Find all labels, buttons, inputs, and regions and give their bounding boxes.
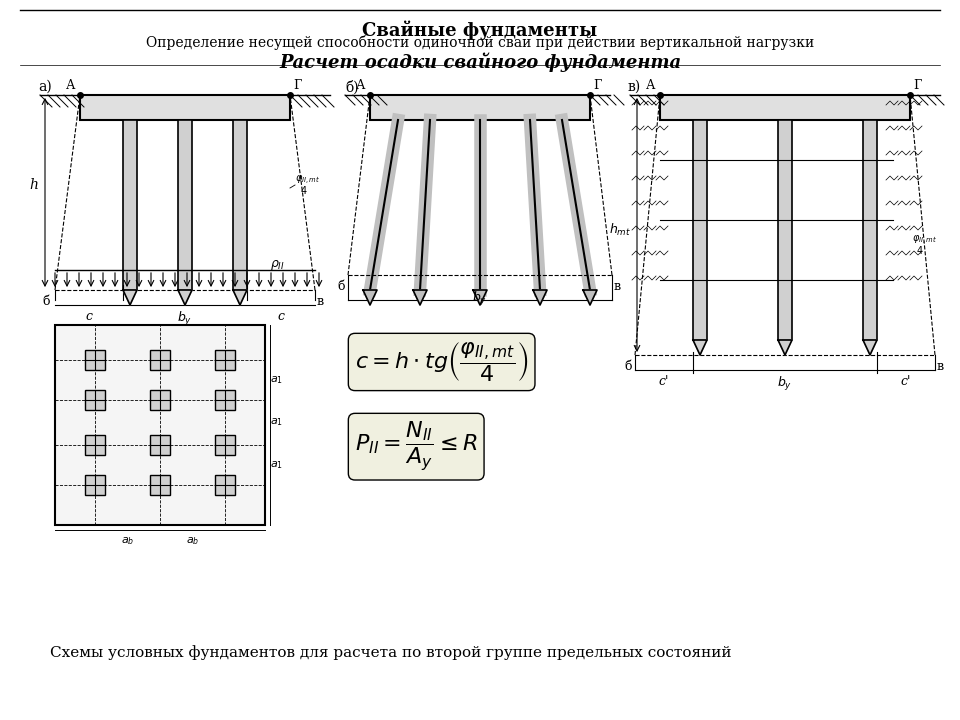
Bar xyxy=(660,95,910,120)
Bar xyxy=(778,120,792,340)
Bar xyxy=(85,475,105,495)
Bar xyxy=(215,435,235,455)
Bar xyxy=(123,120,137,290)
Text: $a_b$: $a_b$ xyxy=(186,535,199,546)
Text: $b_y$: $b_y$ xyxy=(472,290,488,308)
Text: Г: Г xyxy=(913,79,922,92)
Bar xyxy=(215,350,235,370)
Polygon shape xyxy=(123,290,137,305)
Text: c': c' xyxy=(900,375,911,388)
Bar xyxy=(85,350,105,370)
Polygon shape xyxy=(583,290,597,305)
Bar xyxy=(150,435,170,455)
Text: в: в xyxy=(317,295,324,308)
Text: $h_{mt}$: $h_{mt}$ xyxy=(609,222,631,238)
Text: б): б) xyxy=(345,80,359,94)
Text: $b_y$: $b_y$ xyxy=(178,310,193,328)
Polygon shape xyxy=(778,340,792,355)
Text: c': c' xyxy=(659,375,669,388)
Text: в: в xyxy=(614,280,621,293)
Text: в): в) xyxy=(628,80,641,94)
Text: Г: Г xyxy=(593,79,601,92)
Polygon shape xyxy=(178,290,192,305)
Text: $a_1$: $a_1$ xyxy=(270,374,283,386)
Text: Определение несущей способности одиночной сваи при действии вертикальной нагрузк: Определение несущей способности одиночно… xyxy=(146,35,814,50)
Text: c: c xyxy=(277,310,284,323)
Text: $\rho_{II}$: $\rho_{II}$ xyxy=(270,258,285,272)
Polygon shape xyxy=(363,290,377,305)
Bar xyxy=(863,120,877,340)
Polygon shape xyxy=(413,290,427,305)
Text: $\varphi_{II,mt}$: $\varphi_{II,mt}$ xyxy=(295,174,321,186)
Text: Г: Г xyxy=(293,79,301,92)
Text: Схемы условных фундаментов для расчета по второй группе предельных состояний: Схемы условных фундаментов для расчета п… xyxy=(50,645,732,660)
Bar xyxy=(150,350,170,370)
Text: $a_1$: $a_1$ xyxy=(270,459,283,471)
Polygon shape xyxy=(693,340,707,355)
Bar xyxy=(215,475,235,495)
Bar xyxy=(370,95,590,120)
Text: c: c xyxy=(85,310,92,323)
Text: $a_1$: $a_1$ xyxy=(270,417,283,428)
Text: $4$: $4$ xyxy=(916,244,924,256)
Bar xyxy=(693,120,707,340)
Bar xyxy=(215,390,235,410)
Text: $a_b$: $a_b$ xyxy=(121,535,134,546)
Bar xyxy=(178,120,192,290)
Bar xyxy=(85,390,105,410)
Text: б: б xyxy=(338,280,345,293)
Bar xyxy=(80,95,290,120)
Text: Расчет осадки свайного фундамента: Расчет осадки свайного фундамента xyxy=(279,52,681,71)
Bar xyxy=(150,390,170,410)
Text: $P_{II} = \dfrac{N_{II}}{A_y} \leq R$: $P_{II} = \dfrac{N_{II}}{A_y} \leq R$ xyxy=(355,420,477,473)
Text: $4$: $4$ xyxy=(300,184,307,196)
Bar xyxy=(233,120,247,290)
Text: $\varphi_{II,mt}$: $\varphi_{II,mt}$ xyxy=(912,233,938,246)
Text: в: в xyxy=(937,360,944,373)
Text: А: А xyxy=(65,79,75,92)
Text: б: б xyxy=(42,295,50,308)
Bar xyxy=(55,325,265,525)
Polygon shape xyxy=(233,290,247,305)
Polygon shape xyxy=(533,290,547,305)
Text: А: А xyxy=(645,79,655,92)
Text: б: б xyxy=(625,360,632,373)
Polygon shape xyxy=(863,340,877,355)
Bar xyxy=(150,475,170,495)
Text: $b_y$: $b_y$ xyxy=(778,375,793,393)
Text: А: А xyxy=(355,79,365,92)
Text: h: h xyxy=(29,178,38,192)
Text: а): а) xyxy=(38,80,52,94)
Bar xyxy=(85,435,105,455)
Polygon shape xyxy=(473,290,487,305)
Text: $c = h \cdot tg\left(\dfrac{\varphi_{II,mt}}{4}\right)$: $c = h \cdot tg\left(\dfrac{\varphi_{II,… xyxy=(355,340,528,384)
Text: Свайные фундаменты: Свайные фундаменты xyxy=(363,20,597,40)
